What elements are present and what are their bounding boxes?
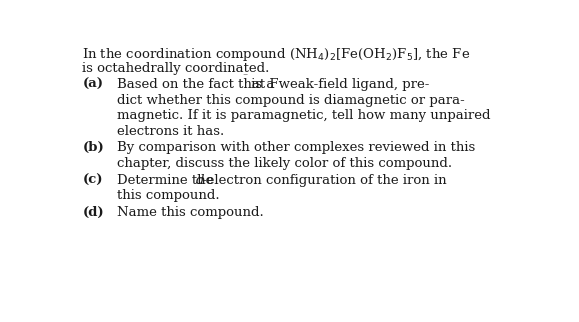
- Text: (c): (c): [82, 174, 103, 187]
- Text: d: d: [195, 174, 204, 187]
- Text: this compound.: this compound.: [118, 189, 220, 202]
- Text: is a weak-field ligand, pre-: is a weak-field ligand, pre-: [247, 78, 429, 91]
- Text: is octahedrally coordinated.: is octahedrally coordinated.: [82, 62, 270, 75]
- Text: (b): (b): [82, 141, 104, 154]
- Text: chapter, discuss the likely color of this compound.: chapter, discuss the likely color of thi…: [118, 157, 452, 170]
- Text: electrons it has.: electrons it has.: [118, 125, 225, 137]
- Text: magnetic. If it is paramagnetic, tell how many unpaired: magnetic. If it is paramagnetic, tell ho…: [118, 109, 491, 122]
- Text: In the coordination compound (NH$_4$)$_2$[Fe(OH$_2$)F$_5$], the Fe: In the coordination compound (NH$_4$)$_2…: [82, 46, 471, 63]
- Text: (d): (d): [82, 206, 104, 219]
- Text: Name this compound.: Name this compound.: [118, 206, 264, 219]
- Text: ⁻: ⁻: [243, 73, 248, 82]
- Text: Based on the fact that F: Based on the fact that F: [118, 78, 279, 91]
- Text: By comparison with other complexes reviewed in this: By comparison with other complexes revie…: [118, 141, 475, 154]
- Text: (a): (a): [82, 78, 104, 91]
- Text: -electron configuration of the iron in: -electron configuration of the iron in: [202, 174, 446, 187]
- Text: dict whether this compound is diamagnetic or para-: dict whether this compound is diamagneti…: [118, 94, 465, 107]
- Text: Determine the: Determine the: [118, 174, 218, 187]
